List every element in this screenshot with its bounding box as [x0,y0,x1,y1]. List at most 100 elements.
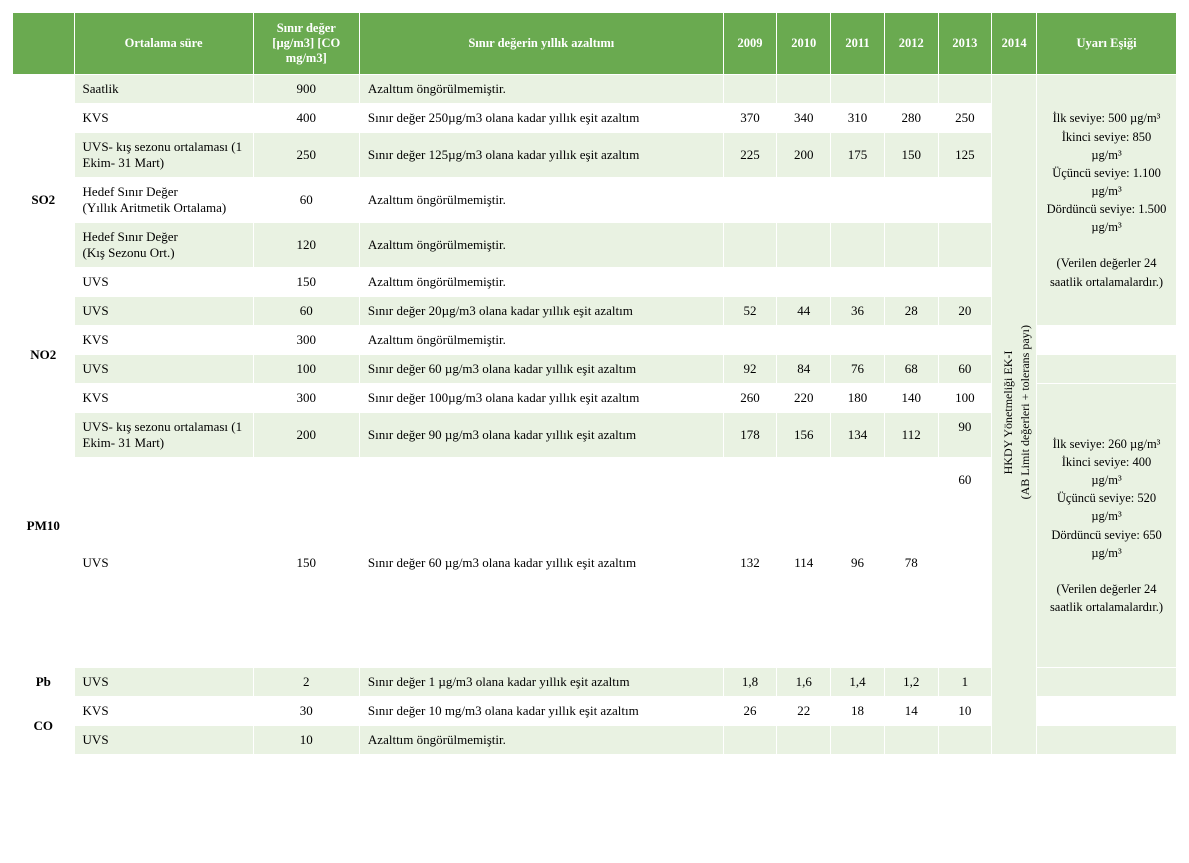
cell-desc: Azalttım öngörülmemiştir. [359,178,723,223]
cell-desc: Azalttım öngörülmemiştir. [359,223,723,268]
cell-year: 76 [831,355,885,384]
col-2014: 2014 [992,13,1037,75]
cell-year: 68 [884,355,938,384]
cell-year: 112 [884,413,938,458]
cell-year [938,326,992,355]
cell-year [831,178,885,223]
cell-year: 310 [831,104,885,133]
cell-year [884,223,938,268]
cell-year [777,326,831,355]
cell-year: 1,2 [884,668,938,697]
cell-year: 132 [723,458,777,668]
cell-desc: Azalttım öngörülmemiştir. [359,726,723,755]
cell-year [884,75,938,104]
cell-year: 22 [777,697,831,726]
cell-year: 140 [884,384,938,413]
cell-year: 225 [723,133,777,178]
cell-year: 100 [938,384,992,413]
cell-year: 78 [884,458,938,668]
cell-limit: 100 [253,355,359,384]
cell-year: 178 [723,413,777,458]
col-2013: 2013 [938,13,992,75]
cell-year [884,326,938,355]
param-co: CO [13,697,75,755]
cell-year: 180 [831,384,885,413]
cell-year [777,726,831,755]
cell-desc: Sınır değer 90 µg/m3 olana kadar yıllık … [359,413,723,458]
cell-period: UVS- kış sezonu ortalaması (1 Ekim- 31 M… [74,133,253,178]
cell-year: 84 [777,355,831,384]
cell-year [777,178,831,223]
cell-period: UVS [74,458,253,668]
col-limit: Sınır değer [µg/m3] [CO mg/m3] [253,13,359,75]
cell-year [777,223,831,268]
threshold-line: İlk seviye: 500 µg/m³ [1045,109,1168,127]
cell-year: 90 [938,413,992,458]
cell-year: 14 [884,697,938,726]
cell-year: 20 [938,297,992,326]
threshold-co-blank2 [1037,726,1177,755]
cell-year: 92 [723,355,777,384]
cell-year: 1 [938,668,992,697]
vertical-line-2: (AB Limit değerleri + tolerans payı) [1018,325,1032,499]
cell-year: 280 [884,104,938,133]
cell-limit: 10 [253,726,359,755]
cell-year [723,223,777,268]
col-2010: 2010 [777,13,831,75]
threshold-line: Üçüncü seviye: 520 µg/m³ [1045,489,1168,525]
cell-limit: 150 [253,458,359,668]
cell-desc: Sınır değer 250µg/m3 olana kadar yıllık … [359,104,723,133]
cell-year [777,268,831,297]
cell-desc: Sınır değer 100µg/m3 olana kadar yıllık … [359,384,723,413]
threshold-line: Dördüncü seviye: 650 µg/m³ [1045,526,1168,562]
threshold-line: İkinci seviye: 850 µg/m³ [1045,128,1168,164]
cell-year [723,726,777,755]
cell-year: 1,8 [723,668,777,697]
cell-year: 18 [831,697,885,726]
cell-year [938,178,992,223]
cell-desc: Sınır değer 125µg/m3 olana kadar yıllık … [359,133,723,178]
cell-desc: Sınır değer 60 µg/m3 olana kadar yıllık … [359,458,723,668]
threshold-line: İkinci seviye: 400 µg/m³ [1045,453,1168,489]
table-row: SO2 Saatlik 900 Azalttım öngörülmemiştir… [13,75,1177,104]
cell-year: 260 [723,384,777,413]
cell-limit: 400 [253,104,359,133]
cell-year [723,268,777,297]
param-pb: Pb [13,668,75,697]
cell-year [777,75,831,104]
cell-year [831,726,885,755]
param-pm10: PM10 [13,384,75,668]
param-no2: NO2 [13,326,75,384]
col-blank-param [13,13,75,75]
cell-year [831,326,885,355]
cell-year: 125 [938,133,992,178]
cell-limit: 60 [253,178,359,223]
cell-limit: 60 [253,297,359,326]
cell-year: 10 [938,697,992,726]
cell-period: KVS [74,697,253,726]
threshold-co-blank [1037,697,1177,726]
cell-year [884,178,938,223]
col-desc: Sınır değerin yıllık azaltımı [359,13,723,75]
cell-limit: 250 [253,133,359,178]
cell-year: 1,6 [777,668,831,697]
cell-year [831,268,885,297]
cell-limit: 150 [253,268,359,297]
cell-period: Hedef Sınır Değer (Yıllık Aritmetik Orta… [74,178,253,223]
cell-desc: Sınır değer 20µg/m3 olana kadar yıllık e… [359,297,723,326]
cell-period: UVS [74,668,253,697]
cell-limit: 300 [253,384,359,413]
threshold-line: İlk seviye: 260 µg/m³ [1045,435,1168,453]
col-2011: 2011 [831,13,885,75]
cell-year [938,268,992,297]
threshold-line: Dördüncü seviye: 1.500 µg/m³ [1045,200,1168,236]
cell-year: 114 [777,458,831,668]
cell-period: KVS [74,384,253,413]
cell-limit: 200 [253,413,359,458]
cell-year [884,268,938,297]
cell-desc: Azalttım öngörülmemiştir. [359,268,723,297]
cell-year [938,726,992,755]
cell-period: UVS [74,726,253,755]
col-threshold: Uyarı Eşiği [1037,13,1177,75]
cell-period: Hedef Sınır Değer (Kış Sezonu Ort.) [74,223,253,268]
